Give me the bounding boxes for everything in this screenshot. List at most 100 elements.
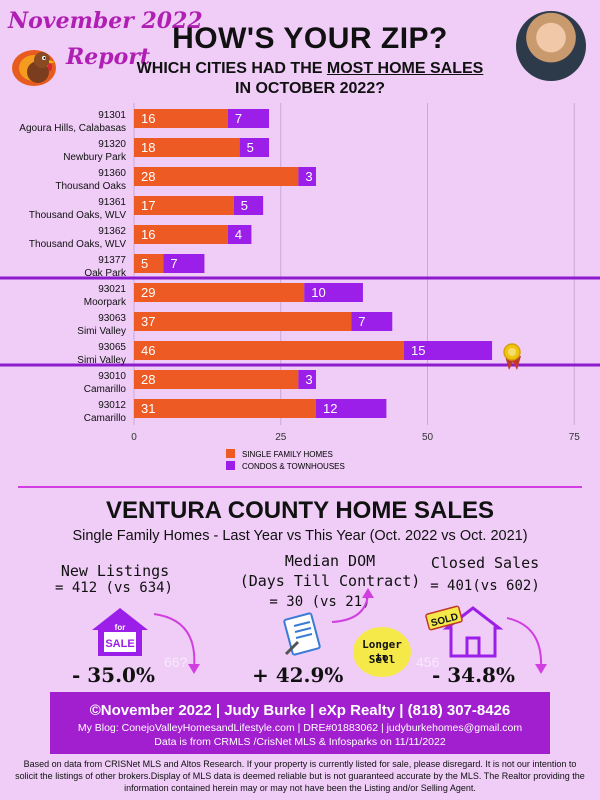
bar-single-family (134, 167, 299, 186)
avatar (516, 11, 586, 81)
page-subtitle-line2: IN OCTOBER 2022? (235, 80, 385, 97)
bar-value-label: 5 (141, 256, 148, 271)
bar-value-label: 16 (141, 227, 155, 242)
category-city: Newbury Park (63, 152, 127, 163)
bar-single-family (134, 138, 240, 157)
bar-value-label: 3 (305, 169, 312, 184)
disclaimer: Based on data from CRISNet MLS and Altos… (15, 759, 585, 793)
closed-sales-ghost: 456 (416, 654, 440, 670)
bar-condos (163, 254, 205, 273)
median-dom-sublabel: (Days Till Contract) (239, 572, 421, 590)
category-zip: 91361 (98, 197, 126, 208)
page-title: HOW'S YOUR ZIP? (172, 22, 448, 55)
bar-single-family (134, 225, 228, 244)
bar-value-label: 28 (141, 372, 155, 387)
bar-condos (304, 283, 363, 302)
bar-value-label: 46 (141, 343, 155, 358)
bar-condos (298, 167, 316, 186)
category-city: Camarillo (84, 413, 127, 424)
sales-bar-chart: 91301 Agoura Hills, Calabasas 91320 Newbury… (0, 103, 600, 471)
footer-banner: ©November 2022 | Judy Burke | eXp Realty… (50, 692, 550, 754)
bar-value-label: 17 (141, 198, 155, 213)
median-dom-change: + 42.9% (252, 663, 344, 687)
bar-value-label: 18 (141, 140, 155, 155)
closed-sales-change: - 34.8% (432, 663, 515, 687)
bar-condos (404, 341, 493, 360)
category-city: Thousand Oaks (55, 181, 126, 192)
bar-value-label: 10 (311, 285, 325, 300)
bar-condos (227, 109, 270, 128)
bar-value-label: 28 (141, 169, 155, 184)
bar-value-label: 5 (241, 198, 248, 213)
category-city: Simi Valley (77, 355, 126, 366)
for-sale-line2: SALE (105, 638, 134, 650)
bar-condos (298, 370, 316, 389)
bar-condos (239, 138, 270, 157)
x-tick-label: 25 (275, 432, 287, 443)
legend-condos: CONDOS & TOWNHOUSES (242, 462, 345, 471)
bar-value-label: 29 (141, 285, 155, 300)
report-label: Report (66, 44, 151, 70)
medal-icon (503, 343, 521, 370)
bar-value-label: 31 (141, 401, 155, 416)
for-sale-house-icon: for SALE (92, 608, 148, 656)
bar-single-family (134, 109, 228, 128)
new-listings-change: - 35.0% (72, 663, 155, 687)
bar-condos (233, 196, 264, 215)
bar-value-label: 12 (323, 401, 337, 416)
bar-condos (315, 399, 387, 418)
county-subtitle: Single Family Homes - Last Year vs This … (72, 528, 528, 544)
report-month: November 2022 (8, 8, 203, 34)
bar-condos (227, 225, 252, 244)
category-zip: 91362 (98, 226, 126, 237)
x-tick-label: 0 (131, 432, 137, 443)
category-zip: 93065 (98, 342, 126, 353)
category-zip: 91320 (98, 139, 126, 150)
closed-sales-label: Closed Sales (430, 554, 540, 572)
median-dom-value: = 30 (vs 21) (269, 594, 371, 610)
bar-single-family (134, 196, 234, 215)
bar-condos (351, 312, 393, 331)
section-divider (18, 486, 582, 488)
callout-line1: Longer to (362, 638, 402, 664)
bar-single-family (134, 283, 305, 302)
category-city: Simi Valley (77, 326, 126, 337)
category-zip: 93012 (98, 400, 126, 411)
category-city: Thousand Oaks, WLV (29, 239, 126, 250)
callout-line2: Sell (368, 653, 396, 666)
category-city: Moorpark (84, 297, 127, 308)
down-arrow-icon (153, 613, 200, 674)
category-zip: 91377 (98, 255, 126, 266)
category-zip: 93021 (98, 284, 126, 295)
bar-single-family (134, 370, 299, 389)
bar-value-label: 37 (141, 314, 155, 329)
category-zip: 91301 (98, 110, 126, 121)
clipboard-icon (283, 612, 321, 656)
subtitle-underlined: MOST HOME SALES (326, 60, 484, 77)
county-title: VENTURA COUNTY HOME SALES (105, 497, 495, 524)
new-listings-ghost: 66? (164, 654, 188, 670)
footer-source: Data is from CRMLS /CrisNet MLS & Infosp… (154, 736, 446, 748)
category-city: Thousand Oaks, WLV (29, 210, 126, 221)
footer-contact: ©November 2022 | Judy Burke | eXp Realty… (89, 702, 511, 719)
closed-sales-value: = 401(vs 602) (430, 578, 540, 594)
group-divider (0, 276, 600, 280)
turkey-icon (12, 50, 56, 86)
bar-single-family (134, 312, 352, 331)
bar-single-family (134, 254, 164, 273)
bar-value-label: 15 (411, 343, 425, 358)
footer-blog: My Blog: ConejoValleyHomesandLifestyle.c… (77, 722, 523, 734)
category-zip: 93010 (98, 371, 126, 382)
category-zip: 93063 (98, 313, 126, 324)
group-divider (0, 363, 600, 367)
bar-value-label: 7 (170, 256, 177, 271)
bar-value-label: 7 (358, 314, 365, 329)
up-arrow-icon (331, 588, 374, 623)
x-tick-label: 75 (569, 432, 581, 443)
bar-value-label: 16 (141, 111, 155, 126)
bar-value-label: 5 (247, 140, 254, 155)
bar-single-family (134, 341, 405, 360)
bar-value-label: 3 (305, 372, 312, 387)
page-subtitle: WHICH CITIES HAD THE MOST HOME SALES (125, 60, 495, 78)
median-dom-label: Median DOM (284, 552, 376, 570)
